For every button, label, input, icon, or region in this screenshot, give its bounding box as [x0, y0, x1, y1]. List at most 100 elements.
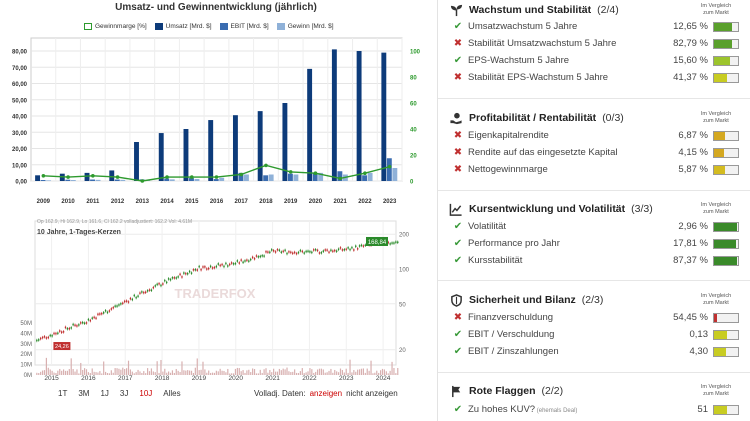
candle-body [246, 259, 248, 261]
candle-body [183, 272, 185, 274]
metric-row[interactable]: ✔ Volatilität 2,96 % [438, 218, 750, 235]
check-icon: ✔ [453, 221, 463, 232]
metric-value: 4,15 % [678, 147, 708, 158]
low-price-tag [53, 342, 71, 351]
compare-market-line: Im Vergleich [700, 384, 732, 390]
metric-row[interactable]: ✖ Rendite auf das eingesetzte Kapital 4,15… [438, 144, 750, 161]
candle-body [286, 252, 288, 255]
volume-bar [47, 367, 49, 375]
metric-value: 17,81 % [673, 238, 708, 249]
metric-row[interactable]: ✔ Zu hohes KUV? (ehemals Deal) 51 [438, 401, 750, 418]
volume-bar [362, 368, 364, 375]
check-icon: ✔ [453, 404, 463, 415]
metric-row[interactable]: ✔ Kursstabilität 87,37 % [438, 252, 750, 269]
volladj-hide-link[interactable]: nicht anzeigen [346, 389, 398, 398]
period-selector: 1T 3M 1J 3J 10J Alles [58, 389, 181, 398]
section-divider [438, 190, 750, 191]
market-compare-fill [714, 347, 726, 356]
volume-bar [288, 371, 290, 375]
period-3m[interactable]: 3M [78, 389, 90, 398]
y-tick-label: 10,00 [12, 163, 28, 169]
candle-body [345, 248, 347, 251]
volume-bar [391, 361, 393, 375]
period-1j[interactable]: 1J [100, 389, 109, 398]
volume-bar [294, 369, 296, 375]
legend-item-profit[interactable]: Gewinn [Mrd. $] [276, 23, 334, 30]
volume-bar [292, 371, 294, 375]
volume-bar [240, 371, 242, 375]
legend-item-ebit[interactable]: EBIT [Mrd. $] [219, 23, 269, 30]
volume-bar [78, 373, 80, 375]
candle-body [169, 278, 172, 281]
metric-row[interactable]: ✔ Performance pro Jahr 17,81 % [438, 235, 750, 252]
volume-bar [189, 370, 191, 375]
market-compare-fill [714, 313, 717, 322]
volume-bar [118, 368, 120, 375]
x-tick-label: 2019 [284, 199, 298, 205]
volume-bar [290, 372, 292, 375]
volume-bar [255, 373, 258, 375]
metric-row[interactable]: ✔ EBIT / Verschuldung 0,13 [438, 326, 750, 343]
period-1t[interactable]: 1T [58, 389, 68, 398]
metric-row[interactable]: ✖ Finanzverschuldung 54,45 % [438, 309, 750, 326]
candle-body [53, 332, 55, 335]
candle-body [68, 327, 71, 330]
candle-body [80, 322, 82, 324]
metric-row[interactable]: ✖ Nettogewinnmarge 5,87 % [438, 161, 750, 178]
candle-body [351, 246, 353, 249]
volume-bar [156, 361, 158, 375]
period-alles[interactable]: Alles [163, 389, 181, 398]
compare-market-line: zum Markt [703, 390, 729, 397]
candle-body [244, 260, 246, 262]
section-title: Kursentwicklung und Volatilität [469, 203, 626, 215]
x-tick-label: 2015 [185, 199, 199, 205]
last-price-tag [366, 236, 388, 246]
section-count: (2/4) [597, 4, 619, 16]
metric-row[interactable]: ✔ EBIT / Zinszahlungen 4,30 [438, 343, 750, 360]
legend-item-revenue[interactable]: Umsatz [Mrd. $] [154, 23, 212, 30]
volume-bar [379, 370, 382, 375]
candle-body [156, 283, 158, 286]
volume-bar [133, 373, 135, 375]
metric-row[interactable]: ✖ Stabilität Umsatzwachstum 5 Jahre 82,79 … [438, 35, 750, 52]
metric-row[interactable]: ✔ EPS-Wachstum 5 Jahre 15,60 % [438, 52, 750, 69]
bar [337, 171, 343, 181]
volume-bar [192, 372, 195, 375]
metric-label: EBIT / Zinszahlungen [468, 346, 559, 357]
compare-market-line: zum Markt [703, 208, 729, 215]
metric-row[interactable]: ✖ Eigenkapitalrendite 6,87 % [438, 127, 750, 144]
price-y-tick: 50 [399, 302, 406, 308]
volume-bar [129, 369, 132, 375]
candle-body [271, 249, 273, 251]
check-icon: ✔ [453, 21, 463, 32]
volume-bar [284, 369, 286, 375]
candle-body [148, 289, 151, 291]
period-10j[interactable]: 10J [139, 389, 153, 398]
metric-row[interactable]: ✖ Stabilität EPS-Wachstum 5 Jahre 41,37 % [438, 69, 750, 86]
volume-bar [143, 371, 145, 375]
volume-bar [242, 370, 244, 375]
candle-body [83, 322, 86, 325]
compare-market-line: Im Vergleich [700, 293, 732, 299]
volume-bar [316, 369, 319, 375]
bar [109, 170, 115, 181]
compare-market-label: Im Vergleich zum Markt [688, 384, 744, 397]
price-x-tick: 2021 [265, 375, 280, 382]
volume-bar [141, 372, 143, 375]
volume-bar [303, 373, 305, 375]
volume-bar [248, 369, 250, 375]
volladj-show-link[interactable]: anzeigen [309, 389, 343, 398]
metric-row[interactable]: ✔ Umsatzwachstum 5 Jahre 12,65 % [438, 18, 750, 35]
volume-bar [265, 368, 267, 375]
legend-item-margin[interactable]: Gewinnmarge [%] [84, 23, 147, 30]
volume-bar [252, 368, 254, 375]
shield-icon [448, 293, 464, 307]
period-3j[interactable]: 3J [119, 389, 129, 398]
metric-label: EBIT / Verschuldung [468, 329, 555, 340]
volume-bar [187, 370, 189, 375]
x-tick-label: 2010 [61, 199, 75, 205]
candle-body [62, 331, 65, 333]
volume-bar [313, 372, 315, 375]
y-tick-label: 60,00 [12, 82, 28, 88]
section-count: (3/3) [631, 203, 653, 215]
